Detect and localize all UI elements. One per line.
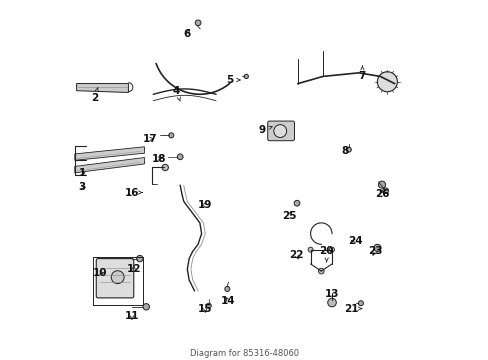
Circle shape	[273, 125, 286, 138]
Circle shape	[294, 201, 299, 206]
Text: 9: 9	[258, 125, 272, 135]
Text: 3: 3	[78, 182, 85, 192]
Text: 23: 23	[367, 247, 381, 256]
Circle shape	[244, 74, 248, 78]
Text: 2: 2	[91, 87, 98, 103]
Text: 17: 17	[142, 134, 157, 144]
FancyBboxPatch shape	[267, 121, 294, 141]
Text: 1: 1	[78, 168, 85, 178]
Text: 25: 25	[281, 211, 296, 221]
Text: 15: 15	[198, 303, 212, 314]
Text: 7: 7	[358, 66, 366, 81]
Circle shape	[224, 287, 229, 292]
Circle shape	[143, 303, 149, 310]
Circle shape	[378, 181, 385, 188]
Text: 18: 18	[151, 154, 166, 163]
Text: 10: 10	[92, 268, 107, 278]
Text: 22: 22	[288, 250, 303, 260]
Text: 16: 16	[124, 188, 142, 198]
Text: 20: 20	[319, 247, 333, 262]
Circle shape	[168, 133, 173, 138]
Text: 21: 21	[344, 303, 361, 314]
Circle shape	[358, 301, 363, 306]
Circle shape	[136, 255, 143, 262]
Circle shape	[377, 72, 397, 92]
Text: 5: 5	[226, 75, 240, 85]
Circle shape	[177, 154, 183, 159]
Circle shape	[195, 20, 201, 26]
Text: 19: 19	[198, 200, 212, 210]
Text: 8: 8	[340, 147, 347, 157]
Circle shape	[329, 247, 334, 252]
Polygon shape	[75, 157, 144, 173]
Circle shape	[206, 303, 211, 308]
Circle shape	[307, 247, 312, 252]
Circle shape	[373, 244, 380, 251]
Circle shape	[327, 298, 336, 307]
Text: 24: 24	[347, 236, 362, 246]
Text: 14: 14	[221, 296, 235, 306]
Circle shape	[162, 164, 168, 171]
FancyBboxPatch shape	[96, 258, 134, 298]
Text: 11: 11	[124, 311, 139, 321]
Text: Diagram for 85316-48060: Diagram for 85316-48060	[189, 349, 299, 358]
Text: 12: 12	[126, 264, 141, 274]
Text: 6: 6	[183, 28, 191, 39]
Circle shape	[382, 188, 387, 194]
Circle shape	[318, 268, 324, 274]
Text: 13: 13	[324, 289, 339, 299]
Text: 26: 26	[374, 189, 388, 199]
Text: 4: 4	[173, 86, 180, 101]
Circle shape	[346, 147, 350, 152]
Polygon shape	[77, 84, 128, 93]
Polygon shape	[75, 147, 144, 160]
Circle shape	[111, 271, 124, 284]
